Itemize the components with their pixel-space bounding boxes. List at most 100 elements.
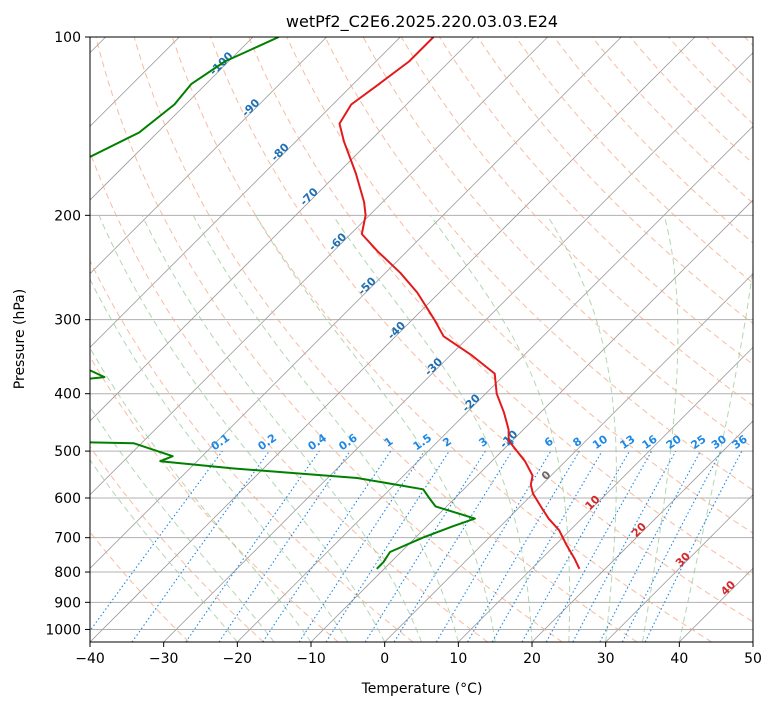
mixing-ratio-label: 36 [730,432,750,452]
isotherm-line [679,567,753,642]
dry-adiabat [90,259,414,642]
x-axis-label: Temperature (°C) [361,681,483,697]
y-tick-label: 900 [54,595,81,611]
dry-adiabat [553,37,753,244]
moist-adiabat [642,215,679,642]
isotherm-label: -70 [298,185,321,208]
dry-adiabat [400,37,753,407]
dry-adiabat [744,37,753,47]
y-tick-label: 800 [54,565,81,581]
dry-adiabat [248,37,753,578]
moist-adiabat [141,215,422,642]
isotherm-label: 10 [583,492,603,512]
isotherm-label: 20 [629,520,649,540]
x-tick-label: 40 [670,651,688,667]
mixing-ratio-line [521,450,630,642]
y-tick-label: 500 [54,444,81,460]
x-tick-label: −20 [223,651,253,667]
mixing-ratio-label: 16 [640,432,660,452]
mixing-ratio-label: 0.4 [306,431,330,453]
isotherm-label: -30 [422,355,445,378]
dry-adiabat [90,531,190,642]
mixing-ratio-line [393,450,513,642]
mixing-ratio-label: 1.5 [411,431,434,453]
isotherm-line [90,37,475,422]
mixing-ratio-label: 25 [688,433,708,452]
mixing-ratio-line [218,450,351,642]
y-tick-label: 100 [54,30,81,46]
x-axis: −40 −30 −20 −10 0 10 20 30 40 50 [75,642,762,667]
isotherm-label: -90 [239,96,262,119]
dry-adiabat [171,37,712,642]
mixing-ratio-line [325,450,450,642]
x-tick-label: 50 [744,651,762,667]
moist-adiabat [90,459,238,642]
mixing-ratio-label: 13 [617,433,637,452]
mixing-ratio-label: 0.6 [336,431,360,453]
dry-adiabat [90,445,264,642]
x-tick-label: 20 [523,651,541,667]
isotherm-line [458,346,753,642]
isotherm-line [90,37,401,348]
x-tick-label: −40 [75,651,105,667]
y-axis: 100 200 300 400 500 600 700 800 900 1000 [45,30,90,638]
temperature-profile-line [338,37,581,570]
isotherm-label: -20 [460,391,483,414]
isotherm-line [237,125,753,642]
isotherm-label: -40 [385,319,408,342]
isotherm-line [384,273,753,642]
isotherm-label: -60 [326,230,349,253]
moist-adiabat [192,215,459,642]
moist-adiabat [546,215,617,642]
plot-frame [89,36,754,643]
isotherm-line [90,37,548,496]
moist-adiabat [678,263,753,642]
isotherm-line [163,52,753,642]
mixing-ratio-label: 10 [590,432,610,452]
mixing-ratio-line [90,450,223,632]
x-tick-label: −10 [296,651,326,667]
mixing-ratio-label: 20 [664,432,684,452]
dry-adiabat [362,37,753,449]
isotherm-line [90,37,254,201]
dry-adiabat [210,37,753,623]
chart-title: wetPf2_C2E6.2025.220.03.03.E24 [286,12,558,32]
x-tick-label: 10 [449,651,467,667]
mixing-ratio-label: 8 [571,435,585,450]
mixing-ratio-line [364,450,486,642]
moist-adiabat [90,406,275,642]
dewpoint-profile-line [90,37,476,570]
isotherm-label: 40 [718,578,738,598]
x-tick-label: 0 [380,651,389,667]
y-tick-label: 400 [54,387,81,403]
mixing-ratio-line [467,450,580,642]
mixing-ratio-line [491,450,603,642]
mixing-ratio-label: 1 [382,435,396,450]
dry-adiabat [133,37,638,642]
isotherm-line [531,420,753,642]
dry-adiabat [324,37,753,491]
moist-adiabat [90,347,312,642]
moist-adiabat [429,215,571,642]
y-tick-label: 1000 [45,622,81,638]
isotherm-line [752,641,753,642]
y-axis-label: Pressure (hPa) [12,289,28,389]
mixing-ratio-line [599,450,701,642]
plot-area: 0.1 0.2 0.4 0.6 1 1.5 2 3 4 6 8 10 13 16 20 25 30 36-100-… [90,37,753,642]
mixing-ratio-label: 0.1 [209,431,232,453]
moist-adiabat [332,215,533,642]
mixing-ratio-label: 30 [709,432,729,452]
mixing-ratio-label: 3 [477,435,491,450]
isotherm-label: -50 [356,274,379,297]
mixing-ratio-line [435,450,552,642]
y-tick-label: 300 [54,313,81,329]
dry-adiabat [477,37,753,325]
isotherm-line [310,199,753,642]
moist-adiabat [98,215,386,642]
dry-adiabat [706,37,753,86]
isotherm-line [605,494,753,642]
y-tick-label: 200 [54,208,81,224]
isotherm-label: 30 [673,549,693,569]
y-tick-label: 600 [54,491,81,507]
dry-adiabat [591,37,753,204]
